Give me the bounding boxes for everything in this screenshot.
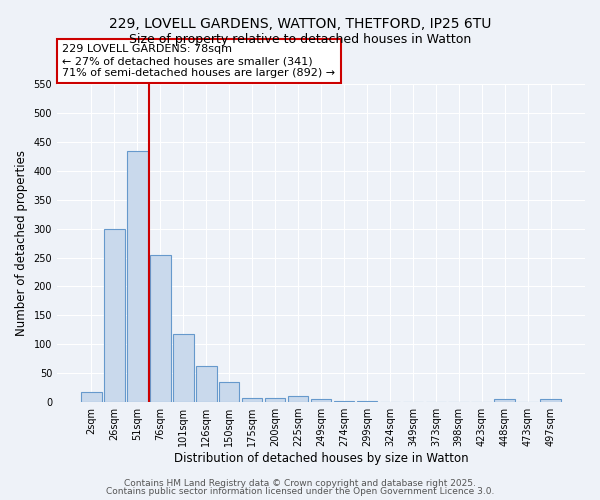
Bar bbox=[494, 399, 515, 402]
Bar bbox=[242, 398, 262, 402]
Bar bbox=[104, 228, 125, 402]
Text: 229 LOVELL GARDENS: 78sqm
← 27% of detached houses are smaller (341)
71% of semi: 229 LOVELL GARDENS: 78sqm ← 27% of detac… bbox=[62, 44, 335, 78]
Text: Contains public sector information licensed under the Open Government Licence 3.: Contains public sector information licen… bbox=[106, 487, 494, 496]
Bar bbox=[150, 255, 170, 402]
Bar bbox=[288, 396, 308, 402]
Bar bbox=[127, 150, 148, 402]
Bar bbox=[81, 392, 102, 402]
Bar bbox=[265, 398, 286, 402]
Bar bbox=[196, 366, 217, 402]
Text: Size of property relative to detached houses in Watton: Size of property relative to detached ho… bbox=[129, 32, 471, 46]
Bar bbox=[334, 401, 355, 402]
Bar bbox=[311, 399, 331, 402]
Bar bbox=[356, 401, 377, 402]
Bar bbox=[173, 334, 194, 402]
X-axis label: Distribution of detached houses by size in Watton: Distribution of detached houses by size … bbox=[174, 452, 469, 465]
Bar bbox=[541, 399, 561, 402]
Bar bbox=[219, 382, 239, 402]
Text: 229, LOVELL GARDENS, WATTON, THETFORD, IP25 6TU: 229, LOVELL GARDENS, WATTON, THETFORD, I… bbox=[109, 18, 491, 32]
Text: Contains HM Land Registry data © Crown copyright and database right 2025.: Contains HM Land Registry data © Crown c… bbox=[124, 478, 476, 488]
Y-axis label: Number of detached properties: Number of detached properties bbox=[15, 150, 28, 336]
